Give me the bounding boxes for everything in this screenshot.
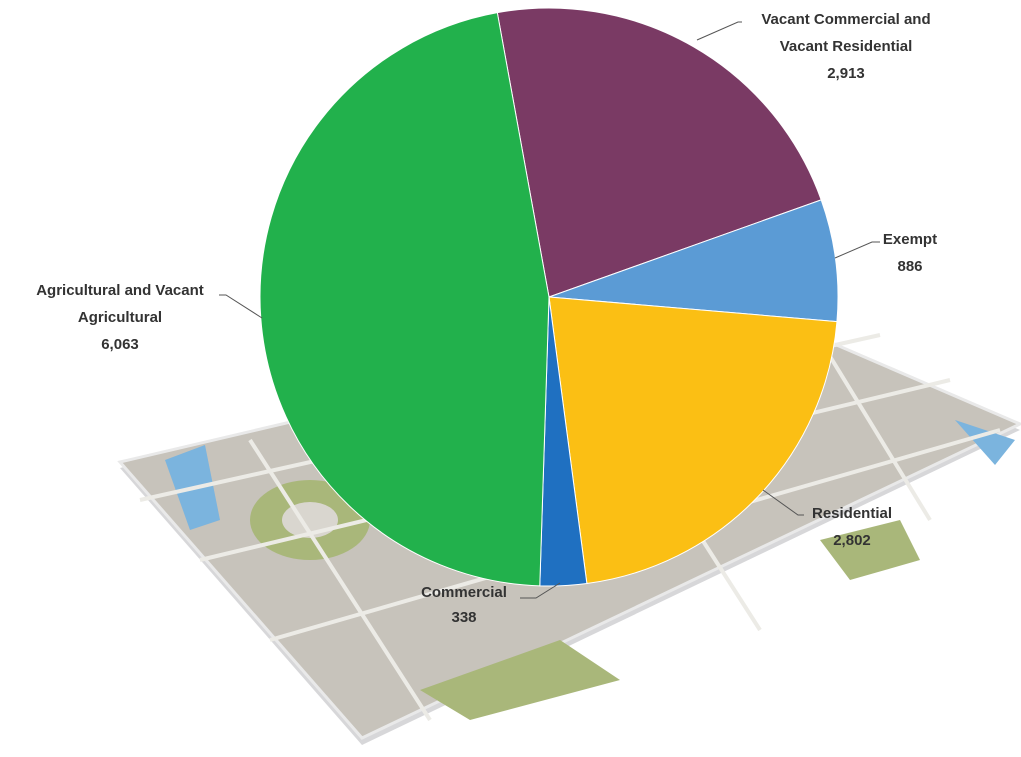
pie-slice — [548, 199, 839, 323]
pie-slice — [496, 7, 822, 298]
slice-label: Exempt 886 — [860, 226, 960, 280]
value-label: 338 — [451, 609, 477, 626]
value-label: 2,913 — [827, 65, 865, 82]
category-label: Commercial — [421, 584, 507, 601]
slice-label: Vacant Commercial and Vacant Residential… — [736, 6, 956, 87]
slice-label: Commercial 338 — [409, 580, 519, 630]
slice-label: Agricultural and Vacant Agricultural 6,06… — [5, 277, 235, 358]
value-label: 886 — [897, 258, 923, 275]
category-label: Exempt — [882, 231, 938, 248]
category-label: Vacant Commercial and Vacant Residential — [761, 11, 931, 55]
leader-lines — [219, 21, 880, 599]
pie-slice — [259, 12, 550, 587]
pie-slice — [548, 296, 838, 585]
slice-label: Residential 2,802 — [797, 500, 907, 554]
pie — [259, 7, 839, 587]
category-label: Residential — [811, 505, 893, 522]
value-label: 6,063 — [101, 336, 139, 353]
value-label: 2,802 — [833, 532, 871, 549]
category-label: Agricultural and Vacant Agricultural — [36, 282, 204, 326]
